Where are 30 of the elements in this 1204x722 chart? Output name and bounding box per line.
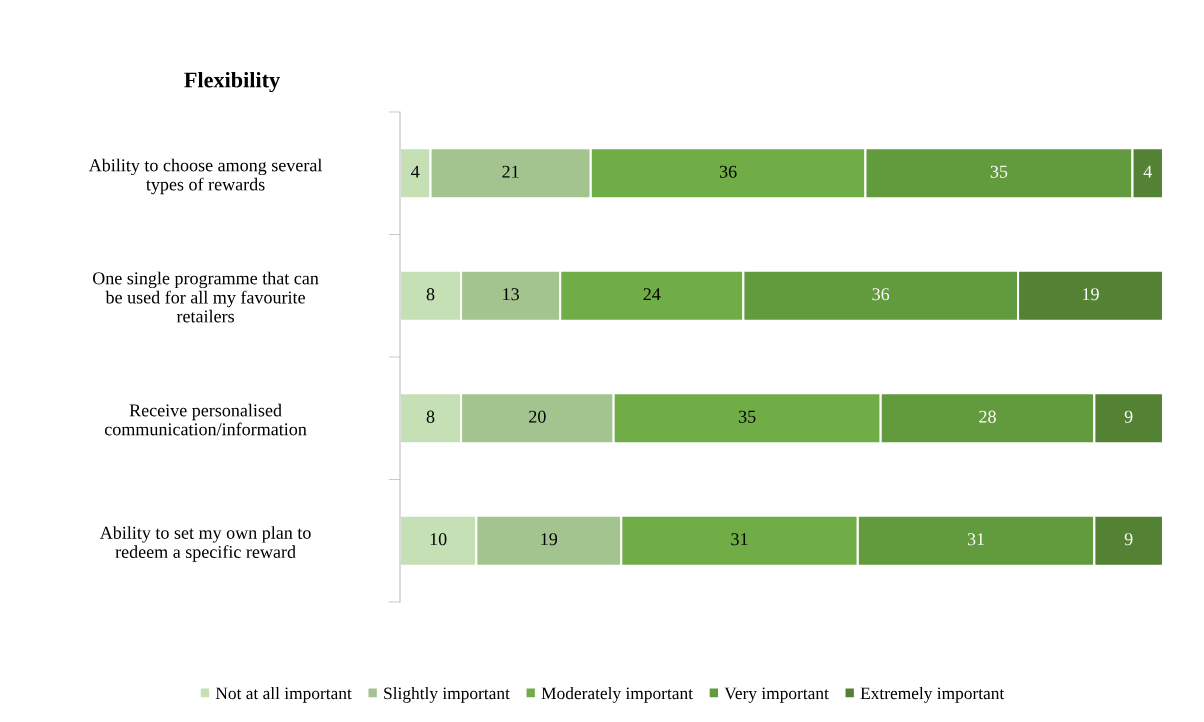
data-label: 19	[1083, 288, 1099, 301]
y-tick-label: One single programme that can be used for all my favourite retailers	[92, 271, 319, 323]
chart-title: Flexibility	[184, 71, 280, 93]
legend-label: Moderately important	[541, 686, 693, 703]
data-label: 31	[731, 533, 748, 546]
data-label: 24	[643, 288, 661, 301]
data-label: 9	[1124, 533, 1133, 546]
data-label: 19	[541, 533, 558, 546]
data-label: 8	[426, 288, 435, 301]
y-tick-label: Ability to choose among several types of rewards	[88, 158, 323, 195]
data-label: 35	[990, 165, 1008, 178]
data-label: 31	[967, 533, 985, 546]
legend-label: Slightly important	[384, 686, 510, 703]
data-label: 13	[503, 288, 519, 301]
data-label: 35	[739, 410, 756, 423]
y-tick-label: Ability to set my own plan to redeem a specific reward	[99, 526, 311, 562]
data-label: 36	[719, 165, 737, 178]
legend-label: Very important	[724, 687, 829, 703]
data-label: 4	[411, 165, 420, 178]
data-label: 4	[1143, 165, 1152, 178]
data-label: 21	[502, 165, 519, 178]
data-label: 8	[426, 410, 435, 423]
data-label: 10	[430, 533, 447, 546]
y-tick-label: Receive personalised communication/information	[104, 403, 307, 436]
legend-label: Extremely important	[860, 686, 1005, 703]
data-label: 28	[979, 410, 996, 423]
data-label: 9	[1124, 410, 1133, 423]
data-label: 20	[529, 410, 546, 423]
legend-label: Not at all important	[215, 686, 352, 703]
data-label: 36	[872, 288, 890, 301]
